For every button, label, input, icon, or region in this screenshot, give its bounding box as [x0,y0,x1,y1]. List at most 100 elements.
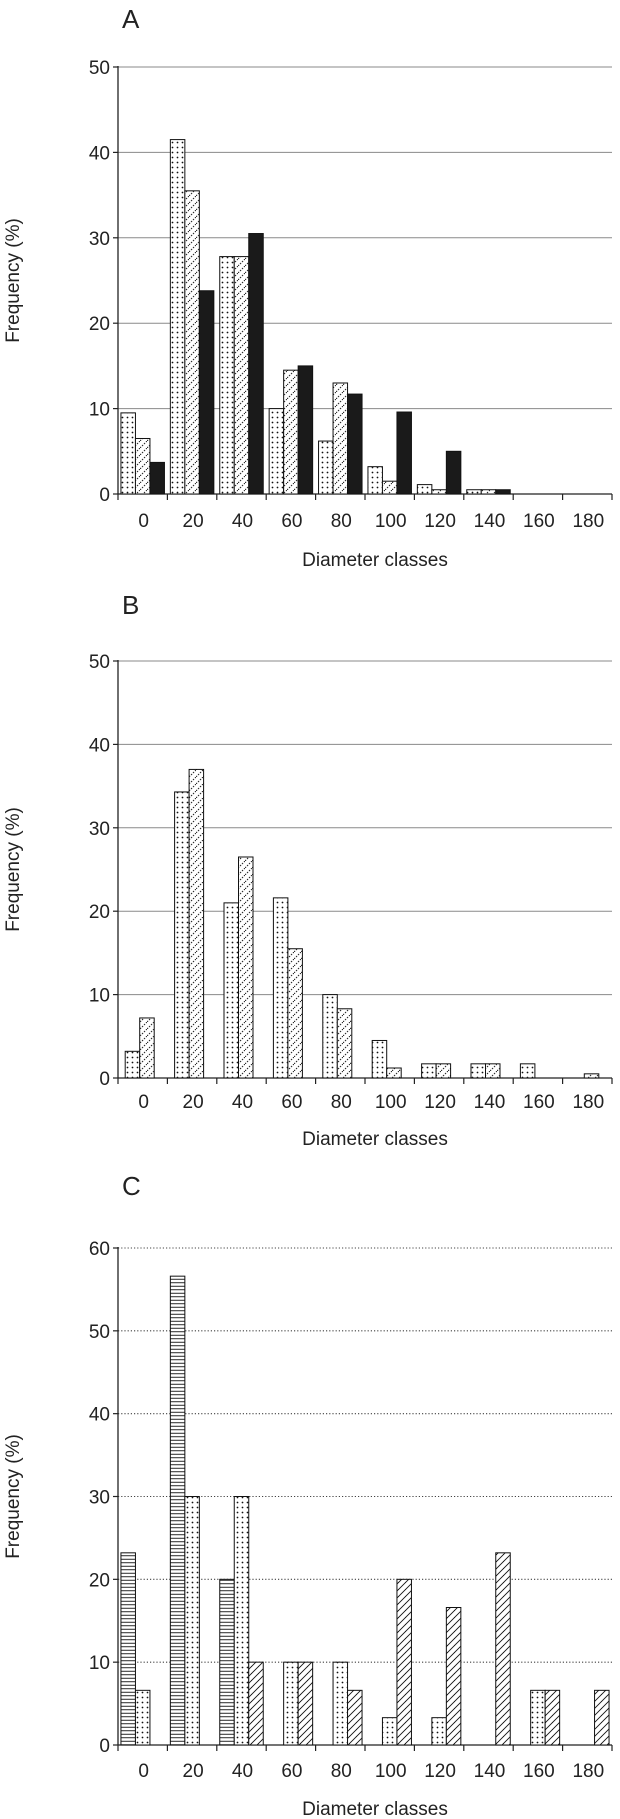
x-tick-label: 180 [572,511,604,532]
x-tick-label: 80 [331,1092,352,1113]
chart-panel-b: B 0 10 20 30 40 50 0 20 40 60 80 100 120 140 160 180 Diam… [3,590,613,1150]
bar-dotted [416,484,433,495]
bar-diagonal-lines [594,1689,610,1746]
panel-label: B [122,590,139,620]
bar-solid-black [347,393,363,495]
x-tick-label: 140 [474,1761,506,1782]
x-tick-label: 180 [572,1761,604,1782]
x-tick-label: 0 [138,1761,149,1782]
bar-diagonal-dotted [332,382,349,495]
bar-dotted [283,1661,299,1746]
bar-diagonal-dotted [188,768,205,1079]
bar-diagonal-dotted [381,480,398,495]
x-tick-label: 80 [331,511,352,532]
bar-solid-black [445,450,462,495]
y-tick-label: 10 [89,986,110,1007]
x-axis-title: Diameter classes [302,1129,448,1150]
bar-diagonal-lines [248,1661,264,1746]
y-tick-label: 60 [89,1239,110,1260]
y-tick-label: 50 [89,58,110,79]
bar-dotted [124,1050,141,1079]
bar-diagonal-dotted [480,489,497,495]
bar-dotted [371,1039,388,1079]
bar-dotted [268,408,285,495]
bar-dotted [322,994,338,1079]
bar-solid-black [297,365,314,495]
x-tick-label: 60 [281,1761,302,1782]
y-axis-title: Frequency (%) [3,1434,24,1559]
x-tick-label: 40 [232,511,253,532]
bar-dotted [431,1717,447,1746]
bar-diagonal-dotted [283,369,299,495]
x-tick-label: 20 [183,1092,204,1113]
y-axis-title: Frequency (%) [3,218,24,343]
bar-diagonal-lines [297,1661,314,1746]
y-tick-label: 40 [89,143,110,164]
y-tick-label: 0 [99,1736,110,1757]
bar-diagonal-dotted [435,1063,452,1079]
bar-diagonal-dotted [485,1063,501,1079]
x-tick-label: 160 [523,511,555,532]
x-tick-label: 120 [424,1761,456,1782]
y-tick-label: 20 [89,1570,110,1591]
x-tick-label: 0 [138,1092,149,1113]
bar-diagonal-dotted [134,437,151,495]
chart-panel-c: C 0 10 20 30 40 50 60 0 20 40 60 80 100 120 140 160 180 Di… [3,1171,613,1819]
bar-dotted [367,466,383,495]
x-tick-label: 60 [281,511,302,532]
x-axis-title: Diameter classes [302,1799,448,1819]
bar-horizontal-lines [120,1552,136,1746]
bar-dotted [421,1063,437,1079]
bar-solid-black [396,411,412,495]
x-tick-label: 40 [232,1761,253,1782]
bar-dotted [466,489,482,495]
bar-dotted [219,256,235,495]
x-tick-label: 160 [523,1092,555,1113]
bar-solid-black [149,461,165,495]
bar-diagonal-dotted [386,1067,402,1079]
bar-diagonal-lines [347,1689,363,1746]
bar-diagonal-lines [544,1689,561,1746]
x-tick-label: 60 [281,1092,302,1113]
x-tick-label: 120 [424,1092,456,1113]
bar-dotted [174,791,190,1079]
bar-diagonal-dotted [238,856,254,1079]
bar-dotted [470,1063,486,1079]
bar-horizontal-lines [169,1275,186,1746]
bar-dotted [169,139,186,495]
chart-panel-a: A 0 10 20 30 40 50 0 20 40 60 80 100 120 140 160 180 Diam… [3,4,613,571]
bar-diagonal-dotted [233,256,250,495]
bar-dotted [134,1689,151,1746]
y-tick-label: 50 [89,652,110,673]
bar-diagonal-lines [495,1552,511,1746]
x-tick-label: 100 [375,1761,407,1782]
y-tick-label: 30 [89,1488,110,1509]
y-tick-label: 30 [89,229,110,250]
x-tick-label: 40 [232,1092,253,1113]
bar-dotted [318,440,334,495]
bar-dotted [233,1496,250,1746]
x-tick-label: 140 [474,1092,506,1113]
x-tick-label: 0 [138,511,149,532]
bar-dotted [530,1689,546,1746]
bar-diagonal-lines [445,1606,462,1746]
panel-label: A [122,4,140,34]
bar-diagonal-dotted [184,190,200,495]
y-tick-label: 30 [89,819,110,840]
bar-diagonal-dotted [583,1073,600,1079]
bar-diagonal-dotted [287,948,303,1079]
bar-diagonal-dotted [431,489,447,495]
bar-dotted [381,1717,398,1746]
x-tick-label: 20 [183,511,204,532]
y-axis-title: Frequency (%) [3,807,24,932]
x-tick-label: 100 [375,1092,407,1113]
x-axis-title: Diameter classes [302,550,448,571]
y-tick-label: 10 [89,400,110,421]
y-tick-label: 0 [99,485,110,506]
y-tick-label: 20 [89,902,110,923]
y-tick-label: 0 [99,1069,110,1090]
y-tick-label: 40 [89,735,110,756]
y-tick-label: 10 [89,1653,110,1674]
bar-solid-black [248,233,264,495]
